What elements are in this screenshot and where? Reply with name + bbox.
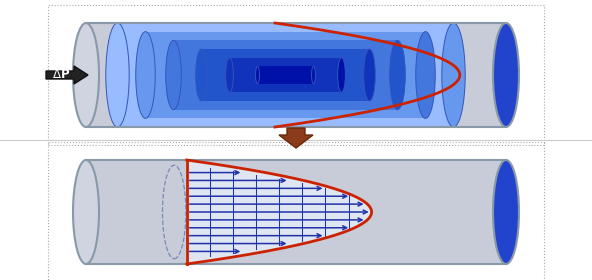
Bar — [117, 23, 453, 127]
Ellipse shape — [106, 23, 129, 127]
Ellipse shape — [195, 49, 207, 101]
Ellipse shape — [493, 160, 519, 264]
Bar — [86, 160, 506, 264]
Ellipse shape — [416, 32, 435, 118]
Bar — [48, 5, 544, 145]
Ellipse shape — [311, 66, 316, 84]
Ellipse shape — [390, 40, 406, 110]
FancyArrow shape — [279, 128, 313, 148]
Bar — [173, 40, 397, 110]
Ellipse shape — [226, 58, 233, 92]
Bar — [258, 66, 314, 84]
Text: $\Delta$P: $\Delta$P — [52, 67, 70, 81]
Polygon shape — [187, 160, 372, 264]
Ellipse shape — [493, 23, 519, 127]
Bar — [146, 32, 426, 118]
Ellipse shape — [363, 49, 375, 101]
Ellipse shape — [442, 23, 465, 127]
Ellipse shape — [136, 32, 155, 118]
Ellipse shape — [337, 58, 345, 92]
Ellipse shape — [166, 40, 181, 110]
FancyArrow shape — [46, 66, 88, 84]
Ellipse shape — [256, 66, 259, 84]
Ellipse shape — [73, 160, 99, 264]
Bar — [230, 58, 342, 92]
Ellipse shape — [73, 23, 99, 127]
Bar — [201, 49, 369, 101]
Bar — [86, 23, 506, 127]
Bar — [48, 142, 544, 280]
